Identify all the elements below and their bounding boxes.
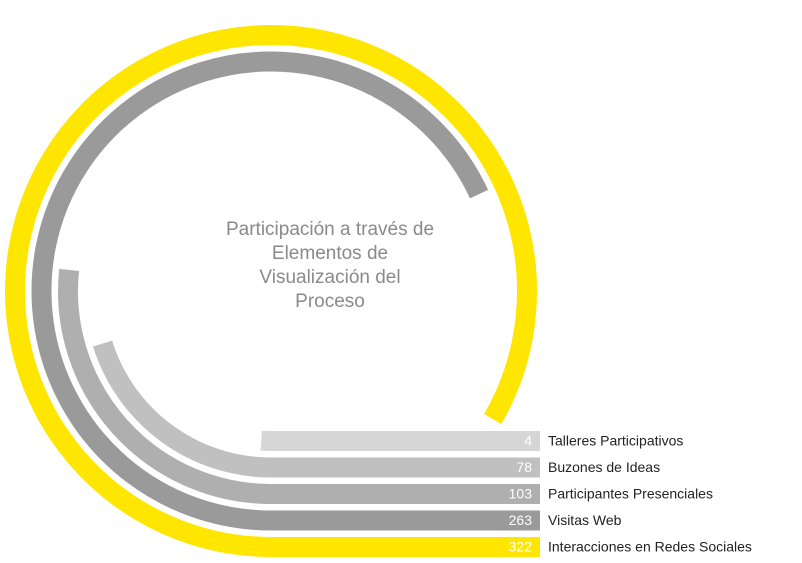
category-label: Talleres Participativos bbox=[548, 433, 683, 449]
radial-bar bbox=[58, 268, 540, 504]
value-label: 263 bbox=[509, 512, 533, 528]
radial-bar bbox=[5, 25, 540, 557]
category-label: Visitas Web bbox=[548, 512, 622, 528]
category-label: Participantes Presenciales bbox=[548, 486, 713, 502]
value-label: 78 bbox=[516, 459, 532, 475]
category-label: Buzones de Ideas bbox=[548, 459, 660, 475]
radial-bar bbox=[92, 340, 540, 478]
category-label: Interacciones en Redes Sociales bbox=[548, 539, 752, 555]
value-label: 322 bbox=[509, 539, 533, 555]
value-label: 4 bbox=[524, 433, 532, 449]
value-label: 103 bbox=[509, 486, 533, 502]
chart-title: Participación a través de Elementos de V… bbox=[225, 219, 435, 312]
radial-bar bbox=[31, 51, 540, 531]
